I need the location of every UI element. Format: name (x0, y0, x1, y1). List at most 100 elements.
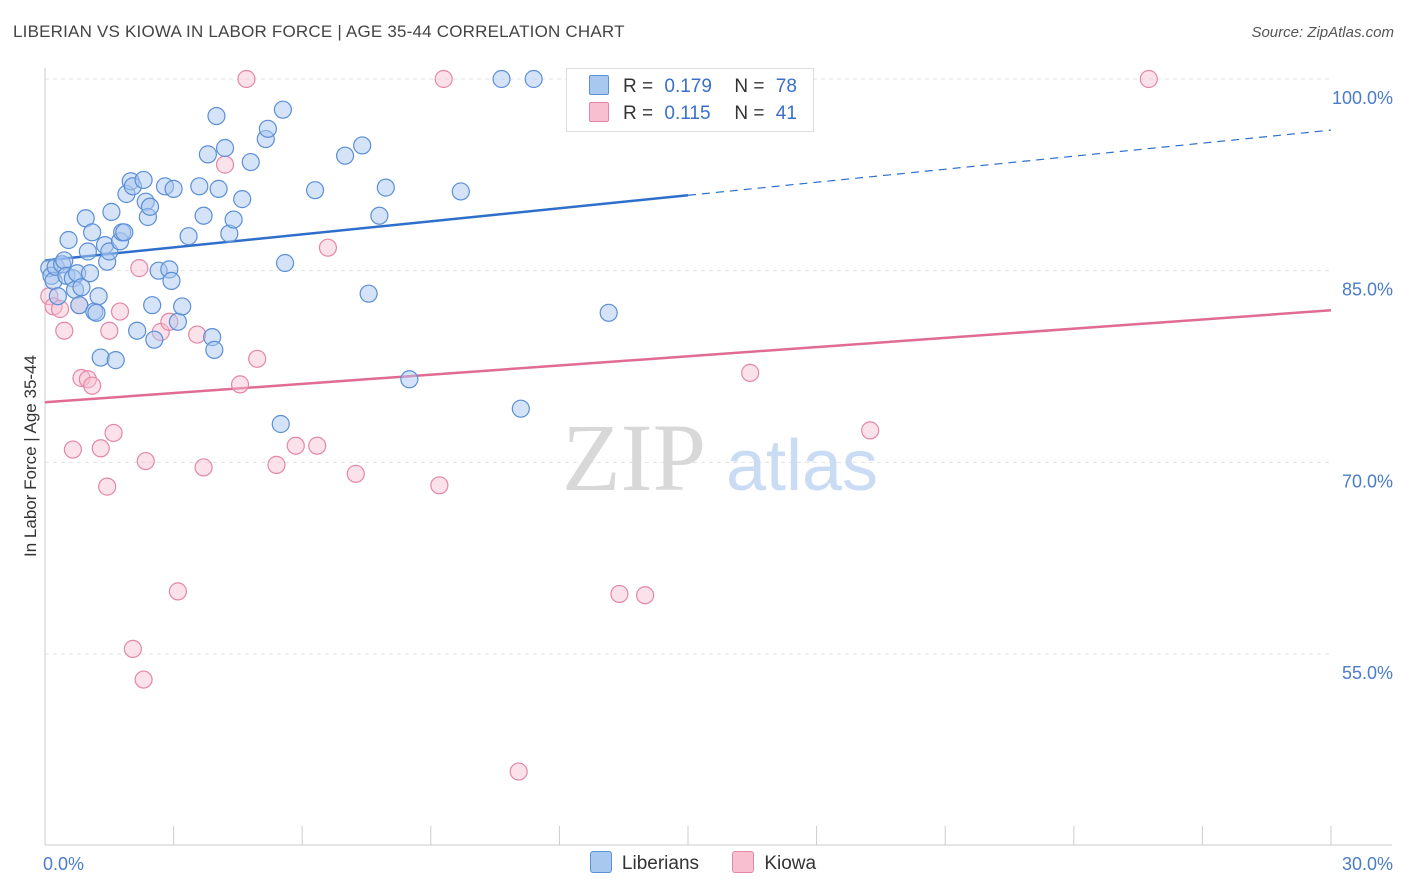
liberians-point (89, 287, 108, 306)
liberians-trend-line (44, 194, 689, 262)
liberians-point (258, 119, 278, 138)
kiowa-point (267, 455, 286, 474)
liberians-point (140, 197, 160, 216)
series-legend: Liberians Kiowa (0, 851, 1406, 875)
kiowa-point (104, 423, 123, 443)
x-tick-label-end: 30.0% (1342, 854, 1393, 874)
y-tick-label: 55.0% (1342, 663, 1393, 683)
y-tick-label: 70.0% (1342, 471, 1393, 491)
liberians-point (48, 287, 67, 306)
kiowa-point (83, 376, 102, 395)
y-tick-label: 85.0% (1342, 280, 1393, 300)
legend-n-label: N = (734, 76, 765, 97)
liberians-point (370, 206, 389, 225)
liberians-point (400, 370, 419, 389)
legend-kiowa-label: Kiowa (764, 853, 817, 874)
kiowa-point (318, 238, 338, 257)
liberians-point (376, 178, 395, 197)
liberians-point (359, 284, 378, 303)
legend-n-value: 78 (775, 76, 797, 97)
liberians-point (511, 399, 530, 418)
kiowa-point (188, 325, 207, 344)
kiowa-point (434, 69, 453, 89)
liberians-point (145, 330, 164, 349)
liberians-point (194, 206, 213, 225)
liberians-point (115, 223, 134, 242)
liberians-point (353, 136, 372, 155)
liberians-point (134, 170, 153, 190)
liberians-point (179, 227, 198, 246)
liberians-point (451, 182, 470, 201)
liberians-point (224, 210, 243, 229)
kiowa-point (168, 582, 187, 601)
kiowa-point (215, 155, 235, 174)
y-tick-label: 100.0% (1332, 88, 1393, 108)
watermark: ZIP atlas (562, 404, 878, 511)
correlation-legend: R = 0.179 N = 78 R = 0.115 N = 41 (566, 68, 814, 132)
legend-r-value: 0.179 (664, 76, 712, 97)
liberians-swatch (589, 75, 609, 95)
legend-n-value: 41 (775, 103, 797, 124)
liberians-point (215, 138, 235, 158)
liberians-point (271, 414, 290, 434)
kiowa-point (63, 440, 82, 459)
liberians-point (233, 190, 252, 209)
liberians-point (198, 145, 217, 164)
kiowa-point (55, 321, 74, 340)
kiowa-point (308, 436, 327, 455)
kiowa-point (636, 586, 655, 605)
source-label: Source: ZipAtlas.com (1251, 24, 1394, 41)
liberians-point (209, 179, 228, 198)
y-axis-label: In Labor Force | Age 35-44 (21, 355, 40, 557)
data-points (40, 69, 1158, 781)
liberians-point (492, 69, 511, 89)
legend-item-kiowa[interactable]: Kiowa (732, 851, 816, 875)
liberians-point (335, 146, 355, 165)
liberians-point (102, 202, 121, 221)
kiowa-point (237, 69, 256, 89)
liberians-point (83, 223, 102, 242)
liberians-point (106, 351, 125, 370)
kiowa-point (741, 363, 760, 382)
liberians-point (59, 230, 78, 250)
legend-n-label: N = (734, 103, 765, 124)
kiowa-point (91, 439, 110, 458)
kiowa-point (123, 639, 142, 658)
liberians-point (207, 106, 226, 126)
liberians-point (305, 181, 325, 200)
legend-item-liberians[interactable]: Liberians (589, 851, 700, 875)
liberians-point (72, 278, 91, 297)
x-tick-label-start: 0.0% (43, 854, 84, 874)
kiowa-swatch (589, 102, 609, 122)
kiowa-point (110, 302, 130, 321)
legend-r-label: R = (623, 103, 654, 124)
kiowa-point (861, 421, 880, 440)
kiowa-point (194, 458, 213, 477)
liberians-point (273, 100, 293, 119)
tick-labels: 55.0% 70.0% 85.0% 100.0% 0.0% 30.0% (43, 88, 1393, 874)
kiowa-point (1139, 69, 1158, 89)
trend-lines (44, 129, 1332, 404)
liberians-point (70, 296, 89, 315)
liberians-point (128, 321, 147, 340)
axes (44, 68, 1392, 846)
legend-liberians-label: Liberians (621, 853, 700, 874)
liberians-point (599, 303, 618, 322)
kiowa-point (248, 349, 267, 368)
kiowa-point (130, 259, 149, 278)
kiowa-swatch (732, 851, 755, 873)
kiowa-point (286, 436, 305, 455)
legend-r-label: R = (623, 76, 654, 97)
liberians-point (87, 303, 106, 322)
liberians-point (80, 264, 100, 283)
kiowa-point (230, 375, 250, 394)
kiowa-point (98, 477, 117, 496)
watermark-zip: ZIP (562, 404, 706, 511)
liberians-point (205, 340, 224, 359)
liberians-point (143, 296, 162, 315)
liberians-point (162, 271, 181, 290)
liberians-point (164, 179, 183, 198)
kiowa-point (134, 670, 153, 689)
liberians-point (168, 312, 187, 331)
